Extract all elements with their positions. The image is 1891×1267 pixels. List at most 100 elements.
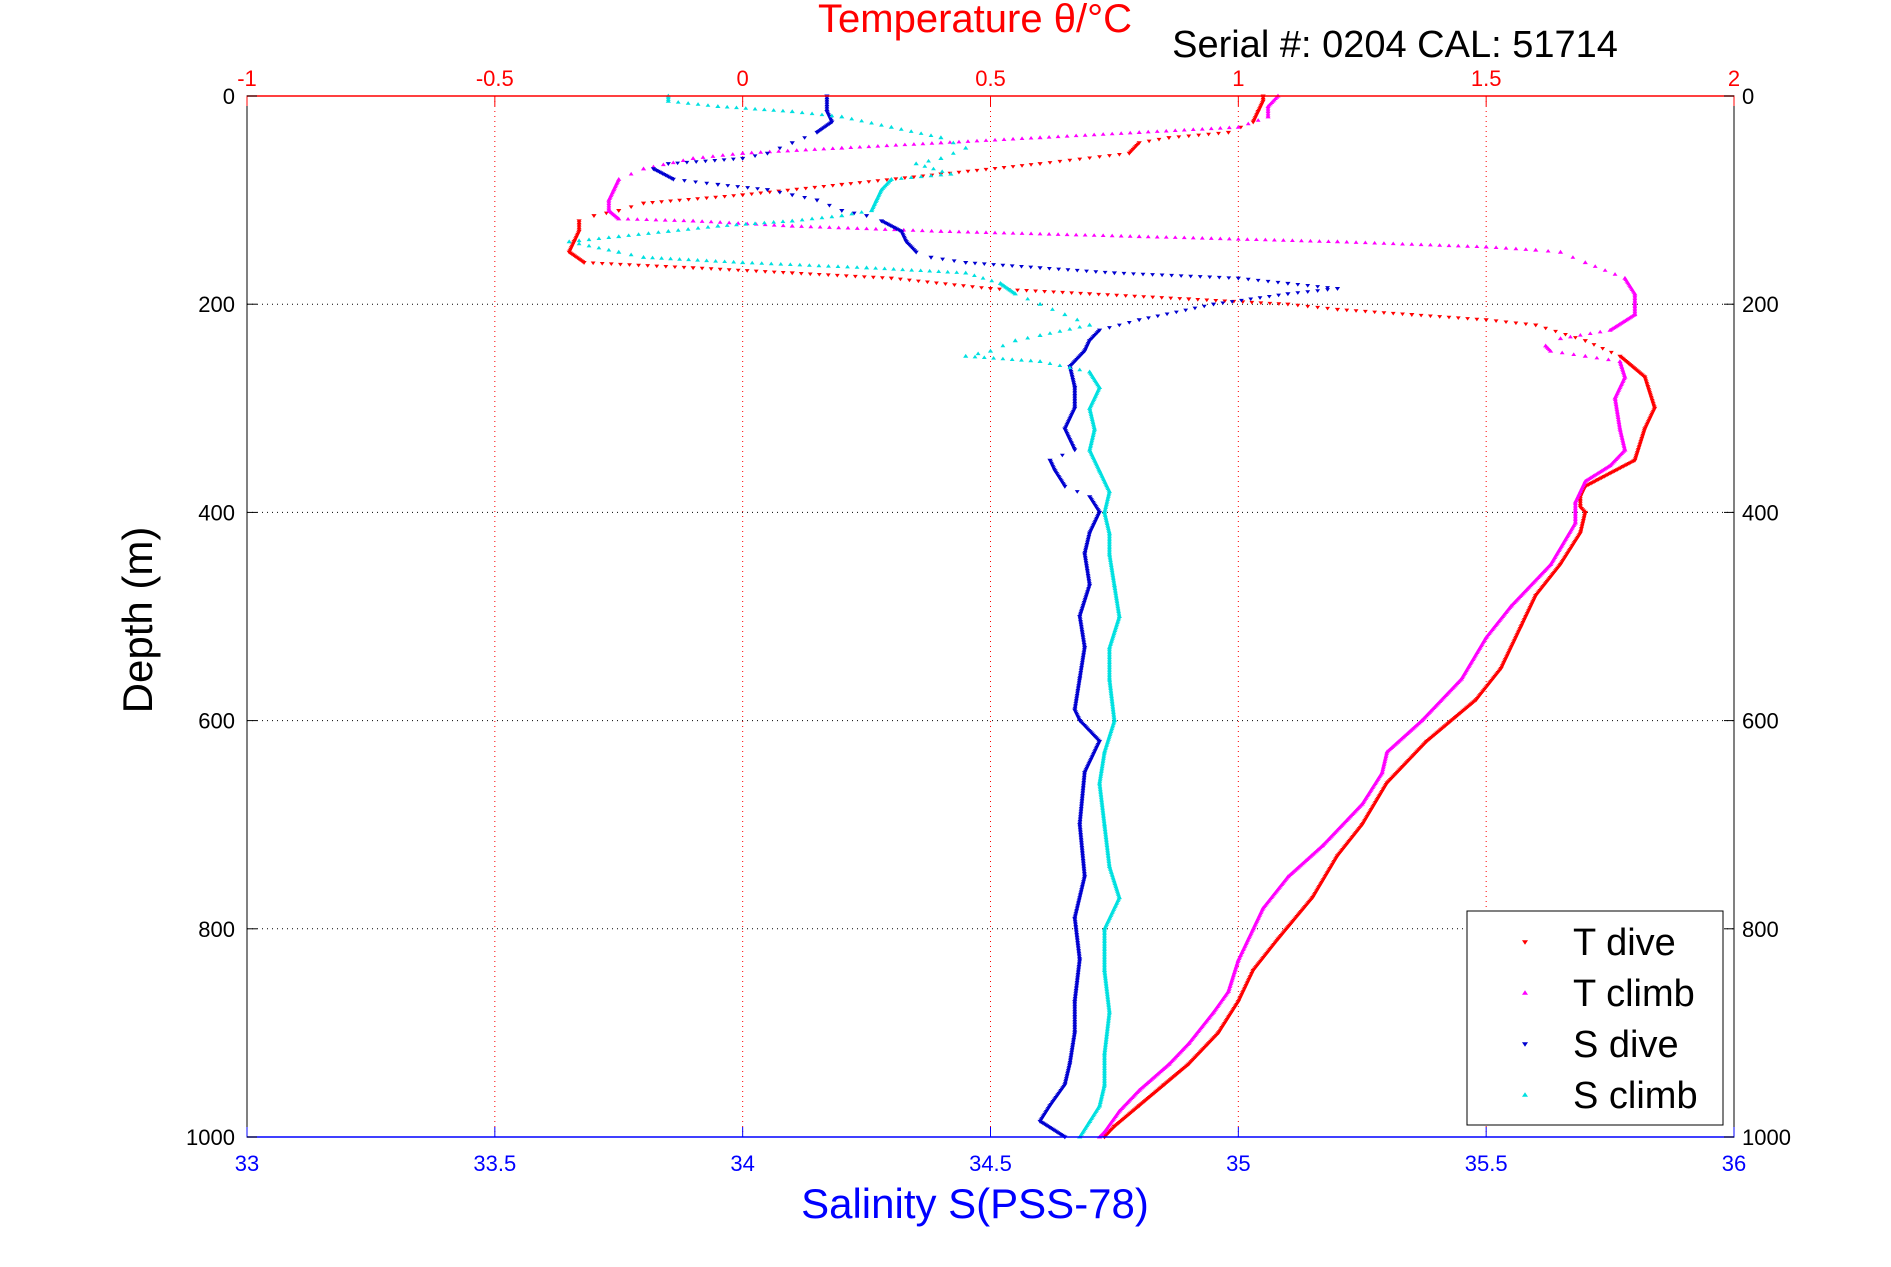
data-point-trail (1103, 982, 1109, 987)
data-point (1166, 136, 1172, 140)
data-point-trail (874, 196, 880, 201)
data-point (665, 162, 671, 167)
data-point-trail (911, 142, 917, 146)
data-point-trail (983, 167, 989, 172)
data-point-trail (983, 138, 989, 142)
data-point-trail (1071, 384, 1077, 389)
data-point-trail (1099, 1095, 1104, 1100)
data-point-trail (1098, 793, 1104, 798)
data-point (1582, 339, 1588, 343)
data-point-trail (1102, 1046, 1108, 1051)
legend: T dive T climb S dive S climb (1466, 910, 1724, 1126)
data-point-trail (576, 228, 582, 232)
data-point-trail (755, 187, 760, 191)
data-point-trail (1110, 704, 1116, 708)
data-point-trail (1072, 998, 1078, 1003)
data-point-trail (794, 148, 800, 152)
data-point-trail (1381, 762, 1387, 767)
data-point-trail (1104, 992, 1110, 996)
data-point (640, 255, 647, 259)
data-point-trail (1239, 298, 1244, 303)
data-point-trail (1299, 238, 1304, 243)
data-point-trail (1110, 702, 1115, 707)
data-point-trail (606, 247, 612, 252)
data-point-trail (1104, 989, 1110, 993)
data-point-trail (830, 183, 836, 188)
series-s-dive (650, 94, 1341, 1140)
data-point-trail (1172, 235, 1178, 239)
data-point-trail (1101, 752, 1107, 757)
data-point (740, 150, 746, 155)
data-point-trail (934, 281, 939, 286)
data-point-trail (1286, 873, 1292, 878)
data-point-trail (726, 268, 732, 272)
data-point (1037, 333, 1043, 337)
data-point-trail (1616, 418, 1622, 423)
data-point-trail (849, 211, 855, 216)
data-point-trail (1107, 675, 1112, 679)
data-point-trail (1308, 238, 1313, 243)
data-point-trail (1107, 553, 1113, 558)
data-point (1210, 302, 1217, 307)
data-point-trail (780, 219, 786, 224)
data-point-trail (1105, 998, 1111, 1003)
data-point-trail (693, 160, 699, 164)
data-point-trail (1100, 1089, 1106, 1093)
data-point-trail (1261, 904, 1267, 909)
data-point-trail (1573, 498, 1579, 502)
data-point-trail (1087, 444, 1093, 449)
data-point-trail (628, 252, 634, 257)
data-point-trail (1168, 296, 1174, 301)
data-point-trail (1111, 578, 1117, 582)
top-axis-tick-label: 0.5 (975, 66, 1006, 91)
data-point-trail (625, 216, 631, 221)
data-point-trail (771, 108, 777, 112)
data-point-trail (1088, 441, 1094, 445)
data-point-trail (1065, 268, 1071, 272)
data-point-trail (1069, 291, 1075, 296)
data-point-trail (1523, 322, 1529, 327)
data-point-trail (869, 120, 874, 125)
data-point-trail (1090, 420, 1096, 425)
data-point (1334, 239, 1341, 244)
data-point-trail (1025, 296, 1031, 301)
data-point-trail (1446, 243, 1452, 248)
data-point-trail (1621, 444, 1627, 449)
data-point-trail (780, 223, 786, 228)
data-point-trail (668, 256, 673, 261)
legend-swatch (1522, 1042, 1528, 1047)
data-point-trail (1108, 684, 1113, 689)
data-point-trail (1616, 422, 1622, 426)
data-point-trail (1089, 414, 1094, 418)
data-point-trail (1305, 284, 1311, 288)
data-point-trail (1362, 309, 1368, 314)
data-point-trail (1078, 291, 1084, 296)
data-point-trail (843, 274, 849, 278)
data-point-trail (1207, 275, 1213, 280)
data-point-trail (1164, 312, 1170, 317)
data-point-trail (1360, 800, 1366, 804)
data-point-trail (717, 220, 723, 224)
data-point-trail (1127, 130, 1133, 135)
data-point-trail (1061, 483, 1067, 488)
data-point-trail (1109, 233, 1115, 238)
bottom-axis-tick-label: 34.5 (969, 1151, 1012, 1176)
data-point-trail (1019, 231, 1025, 235)
data-point-trail (1150, 295, 1156, 300)
data-point-trail (1474, 697, 1480, 701)
data-point-trail (628, 171, 634, 176)
data-point-trail (972, 261, 978, 266)
data-point-trail (1265, 279, 1271, 284)
data-point-trail (704, 196, 710, 201)
data-point-trail (1106, 487, 1112, 492)
data-point-trail (1577, 504, 1583, 508)
data-point-trail (1082, 348, 1088, 352)
data-point-trail (749, 192, 755, 197)
data-point-trail (1108, 689, 1114, 694)
data-point-trail (1024, 289, 1029, 293)
data-point-trail (918, 268, 924, 273)
data-point-trail (929, 141, 935, 145)
data-point-trail (1213, 298, 1219, 303)
data-point-trail (1077, 675, 1083, 680)
data-point-trail (1102, 1045, 1108, 1049)
